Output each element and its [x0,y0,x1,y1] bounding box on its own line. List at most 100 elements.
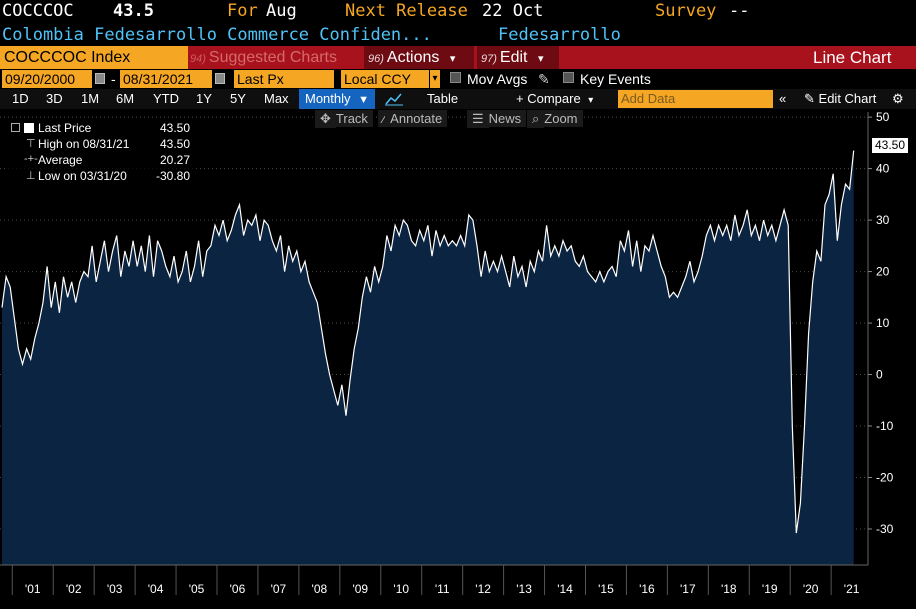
x-tick-label: '18 [721,582,737,596]
legend-high: ⊤ High on 08/31/21 43.50 [26,137,190,151]
chevron-down-icon: ▾ [588,95,594,106]
series-color-swatch [24,123,34,133]
average-marker-icon: -+- [24,153,38,165]
x-tick-label: '02 [66,582,82,596]
calendar-icon[interactable] [215,73,225,84]
range-3d-button[interactable]: 3D [46,91,63,106]
low-marker-icon: ⊥ [26,170,36,182]
y-tick-label: 20 [876,265,890,279]
start-date-input[interactable]: 09/20/2000 [2,70,92,88]
pencil-icon[interactable]: ✎ [538,71,550,87]
price-line [1,150,855,534]
chevron-down-icon: ▾ [537,53,544,65]
x-tick-label: '07 [271,582,287,596]
key-events-checkbox[interactable] [563,72,574,83]
mov-avgs-checkbox[interactable] [450,72,461,83]
compare-button[interactable]: + Compare ▾ [516,91,594,106]
pencil-icon: ✎ [804,91,815,106]
x-tick-label: '08 [312,582,328,596]
gear-icon[interactable]: ⚙ [892,91,904,106]
menu-bar: COCCCOC Index 94) Suggested Charts 96) Act… [0,46,916,69]
x-tick-label: '03 [107,582,123,596]
y-tick-label: 10 [876,316,890,330]
x-tick-label: '13 [516,582,532,596]
range-max-button[interactable]: Max [264,91,289,106]
edit-menu[interactable]: 97) Edit ▾ [477,46,559,69]
x-tick-label: '17 [680,582,696,596]
chevron-down-icon: ▾ [449,53,456,65]
x-tick-label: '21 [844,582,860,596]
x-tick-label: '12 [475,582,491,596]
y-axis: -30 -20 -10 0 10 20 30 40 50 [868,110,894,536]
currency-select[interactable]: Local CCY [341,70,429,88]
actions-menu[interactable]: 96) Actions ▾ [364,46,474,69]
chevron-down-icon: ▼ [358,94,370,106]
line-chart-icon-svg [385,93,403,106]
zoom-button[interactable]: ⌕ Zoom [527,110,583,128]
security-description: Colombia Fedesarrollo Commerce Confiden.… [2,25,432,45]
ticker-input[interactable]: COCCCOC Index [0,46,188,69]
y-tick-label: 40 [876,162,890,176]
range-row: 1D 3D 1M 6M YTD 1Y 5Y Max Monthly ▼ Tabl… [0,89,916,109]
field-select[interactable]: Last Px [234,70,334,88]
period-select[interactable]: Monthly ▼ [299,89,375,109]
date-separator: - [111,71,116,87]
next-release-value: 22 Oct [482,1,544,21]
source-name: Fedesarrollo [498,25,621,45]
add-data-input[interactable]: Add Data [618,90,773,108]
y-tick-label: -30 [876,522,894,536]
suggested-charts-button[interactable]: 94) Suggested Charts [190,49,337,66]
title-row: COCCCOC 43.5 For Aug Next Release 22 Oct… [0,0,916,22]
last-price-tag: 43.50 [872,138,909,153]
key-events-label: Key Events [580,71,651,87]
subtitle-row: Colombia Fedesarrollo Commerce Confiden.… [0,24,916,46]
y-tick-label: -20 [876,470,894,484]
y-tick-label: 50 [876,110,890,124]
range-1d-button[interactable]: 1D [12,91,29,106]
chevron-down-icon[interactable]: ▾ [430,70,440,88]
x-tick-label: '01 [25,582,41,596]
legend-last-price: Last Price 43.50 [6,121,194,137]
chart-toolbar: ✥ Track ∕ Annotate ☰ News ⌕ Zoom [0,110,916,128]
collapse-icon[interactable]: « [779,91,787,106]
x-tick-label: '06 [230,582,246,596]
survey-label: Survey [655,1,717,21]
edit-chart-button[interactable]: ✎ Edit Chart [804,91,877,106]
table-button[interactable]: Table [427,91,459,106]
range-ytd-button[interactable]: YTD [153,91,179,106]
y-tick-label: -10 [876,419,894,433]
x-tick-label: '19 [762,582,778,596]
end-date-input[interactable]: 08/31/2021 [120,70,212,88]
ticker-symbol: COCCCOC [2,1,74,21]
x-tick-label: '15 [598,582,614,596]
legend-average: -+- Average 20.27 [24,153,190,167]
high-marker-icon: ⊤ [26,138,36,150]
x-axis: '01 '02 '03 '04 '05 '06 '07 '08 '09 '10 '11 '12 '13 '… [11,565,860,596]
x-tick-label: '09 [352,582,368,596]
range-1m-button[interactable]: 1M [81,91,100,106]
mov-avgs-label: Mov Avgs [467,71,528,87]
x-tick-label: '10 [393,582,409,596]
price-area [2,150,854,565]
news-button[interactable]: ☰ News [467,110,527,128]
x-tick-label: '04 [148,582,164,596]
x-tick-label: '11 [435,582,450,596]
for-label: For [227,1,258,21]
survey-value: -- [729,1,750,21]
annotate-button[interactable]: ∕ Annotate [378,110,448,127]
y-tick-label: 30 [876,213,890,227]
line-chart-icon[interactable] [381,89,409,109]
next-release-label: Next Release [345,1,468,21]
calendar-icon[interactable] [95,73,105,84]
range-6m-button[interactable]: 6M [116,91,135,106]
range-1y-button[interactable]: 1Y [196,91,212,106]
current-value: 43.5 [113,1,154,21]
legend-low: ⊥ Low on 03/31/20 -30.80 [26,169,190,183]
x-tick-label: '14 [557,582,573,596]
x-tick-label: '05 [189,582,205,596]
collapse-icon[interactable] [11,123,20,132]
x-tick-label: '16 [639,582,655,596]
range-5y-button[interactable]: 5Y [230,91,246,106]
track-button[interactable]: ✥ Track [315,110,373,128]
